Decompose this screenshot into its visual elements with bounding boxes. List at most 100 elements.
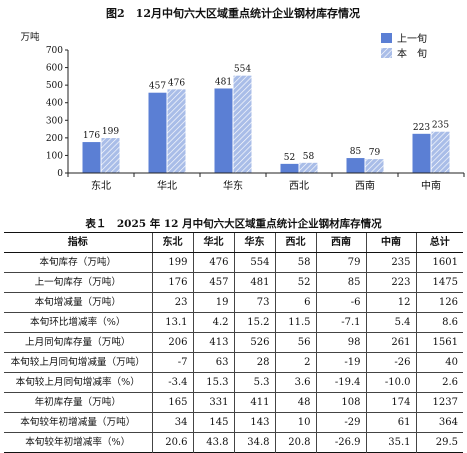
x-category-label: 中南 (421, 179, 441, 192)
row-label: 本旬较年初增减率（%） (25, 437, 131, 448)
table-cell: 5.4 (365, 312, 416, 333)
table-cell: 48 (274, 392, 316, 413)
row-label: 上月同旬库存量（万吨） (24, 337, 131, 348)
table-cell: -19.4 (315, 372, 366, 393)
table-cell: 61 (365, 412, 416, 433)
table-cell: 34.8 (233, 432, 275, 453)
table-header-cell: 华东 (233, 232, 275, 253)
table-cell: -6 (315, 292, 366, 313)
y-tick-label: 100 (46, 151, 63, 161)
y-tick-label: 0 (57, 169, 63, 179)
row-label: 本旬较上月同旬增减率（%） (15, 377, 140, 388)
bar-current-西北 (299, 162, 318, 173)
bar-current-西南 (365, 159, 384, 173)
x-category-label: 西南 (355, 179, 375, 192)
table-cell: 476 (192, 252, 234, 273)
table-body: 本旬库存（万吨） 199 476 554 58 79 235 1601 上一旬库存（万吨） 176… (4, 252, 463, 453)
chart-title: 图2 12月中旬六大区域重点统计企业钢材库存情况 (106, 6, 360, 20)
table-cell: -19 (315, 352, 366, 373)
table-header-row: 指标 东北 华北 华东 西北 西南 中南 总计 (4, 232, 463, 253)
table-cell: 145 (192, 412, 234, 433)
bar-current-华东 (233, 75, 252, 173)
table-cell: 108 (315, 392, 366, 413)
table-cell: 52 (274, 272, 316, 293)
table-cell: 43.8 (192, 432, 234, 453)
table-cell: -7 (151, 352, 193, 373)
data-label: 235 (432, 121, 449, 131)
row-label: 年初库存量（万吨） (34, 397, 121, 408)
table-row: 本旬较年初增减率（%） 20.6 43.8 34.8 20.8 -26.9 35.1 29.5 (4, 432, 463, 453)
table-row: 年初库存量（万吨） 165 331 411 48 108 174 1237 (4, 392, 463, 413)
table-cell: 79 (315, 252, 366, 273)
table-cell: 526 (233, 332, 275, 353)
table-cell: 58 (274, 252, 316, 273)
data-label: 223 (413, 123, 430, 133)
table-cell: -26.9 (315, 432, 366, 453)
legend-swatch (381, 33, 392, 43)
table-cell: 1475 (415, 272, 463, 293)
table-cell: 15.3 (192, 372, 234, 393)
bar-chart: 图2 12月中旬六大区域重点统计企业钢材库存情况 万吨 0 100 200 300 40… (20, 6, 465, 192)
table-cell: 56 (274, 332, 316, 353)
y-tick-label: 400 (46, 99, 63, 109)
table-cell: -3.4 (151, 372, 193, 393)
table-header-cell: 西北 (274, 232, 316, 253)
y-tick-label: 700 (46, 46, 63, 56)
bar-previous-华东 (214, 88, 233, 173)
row-label: 本旬环比增减率（%） (30, 317, 126, 328)
table-row: 本旬环比增减率（%） 13.1 4.2 15.2 11.5 -7.1 5.4 8.6 (4, 312, 463, 333)
table-cell: 4.2 (192, 312, 234, 333)
table-cell: 199 (151, 252, 193, 273)
table-row: 本旬增减量（万吨） 23 19 73 6 -6 12 126 (4, 292, 463, 313)
legend-label: 本 旬 (397, 47, 427, 60)
table-cell: 19 (192, 292, 234, 313)
table-cell: 10 (274, 412, 316, 433)
table-cell: 1561 (415, 332, 463, 353)
table-cell: 165 (151, 392, 193, 413)
x-axis: 东北 华北 华东 西北 西南 中南 (67, 172, 465, 192)
row-label: 本旬库存（万吨） (39, 257, 117, 268)
table-row: 本旬较上月同旬增减量（万吨） -7 63 28 2 -19 -26 40 (4, 352, 463, 373)
row-label: 本旬增减量（万吨） (34, 297, 121, 308)
y-tick-label: 300 (46, 116, 63, 126)
table-cell: 2 (274, 352, 316, 373)
table-header-cell: 总计 (415, 232, 463, 253)
table-cell: 15.2 (233, 312, 275, 333)
y-tick-label: 500 (46, 81, 63, 91)
table-cell: 411 (233, 392, 275, 413)
table-row: 本旬较年初增减量（万吨） 34 145 143 10 -29 61 364 (4, 412, 463, 433)
table-cell: -26 (365, 352, 416, 373)
table-cell: -29 (315, 412, 366, 433)
table-header-cell: 指标 (4, 232, 152, 253)
table-header-cell: 东北 (151, 232, 193, 253)
table-cell: 331 (192, 392, 234, 413)
data-label: 58 (303, 152, 315, 162)
table-cell: 6 (274, 292, 316, 313)
legend-label: 上一旬 (397, 32, 427, 45)
table-cell: 261 (365, 332, 416, 353)
bar-previous-华北 (148, 92, 167, 173)
x-category-label: 东北 (91, 179, 111, 192)
table-title: 表１ 2025 年 12 月中旬六大区域重点统计企业钢材库存情况 (85, 218, 382, 230)
table-cell: 73 (233, 292, 275, 313)
bar-current-华北 (167, 89, 186, 173)
x-category-label: 西北 (289, 180, 309, 192)
table-cell: 206 (151, 332, 193, 353)
y-tick-label: 600 (46, 64, 63, 74)
table-cell: 235 (365, 252, 416, 273)
inventory-table: 指标 东北 华北 华东 西北 西南 中南 总计 本旬库存（万吨） 199 476 554 58 79 23… (4, 232, 463, 453)
table-cell: -10.0 (365, 372, 416, 393)
table-cell: 20.6 (151, 432, 193, 453)
y-axis: 0 100 200 300 400 500 600 700 (46, 46, 69, 179)
table-cell: -7.1 (315, 312, 366, 333)
table-cell: 35.1 (365, 432, 416, 453)
table-cell: 126 (415, 292, 463, 313)
table-cell: 34 (151, 412, 193, 433)
table-cell: 28 (233, 352, 275, 373)
table-cell: 12 (365, 292, 416, 313)
table-cell: 29.5 (415, 432, 463, 453)
data-label: 52 (284, 153, 295, 163)
table-cell: 176 (151, 272, 193, 293)
table-cell: 63 (192, 352, 234, 373)
